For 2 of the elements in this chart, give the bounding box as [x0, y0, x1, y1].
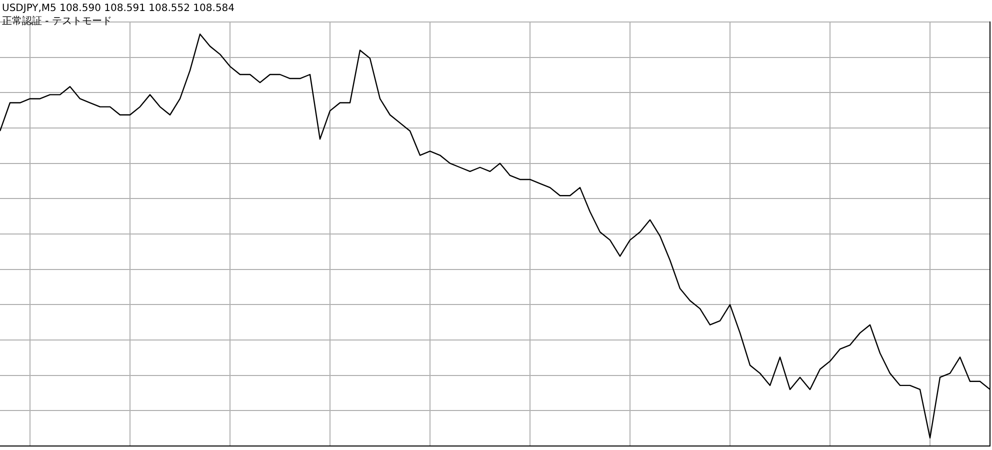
chart-title: USDJPY,M5 108.590 108.591 108.552 108.584 — [2, 2, 235, 15]
chart-subtitle: 正常認証 - テストモード — [2, 15, 113, 28]
